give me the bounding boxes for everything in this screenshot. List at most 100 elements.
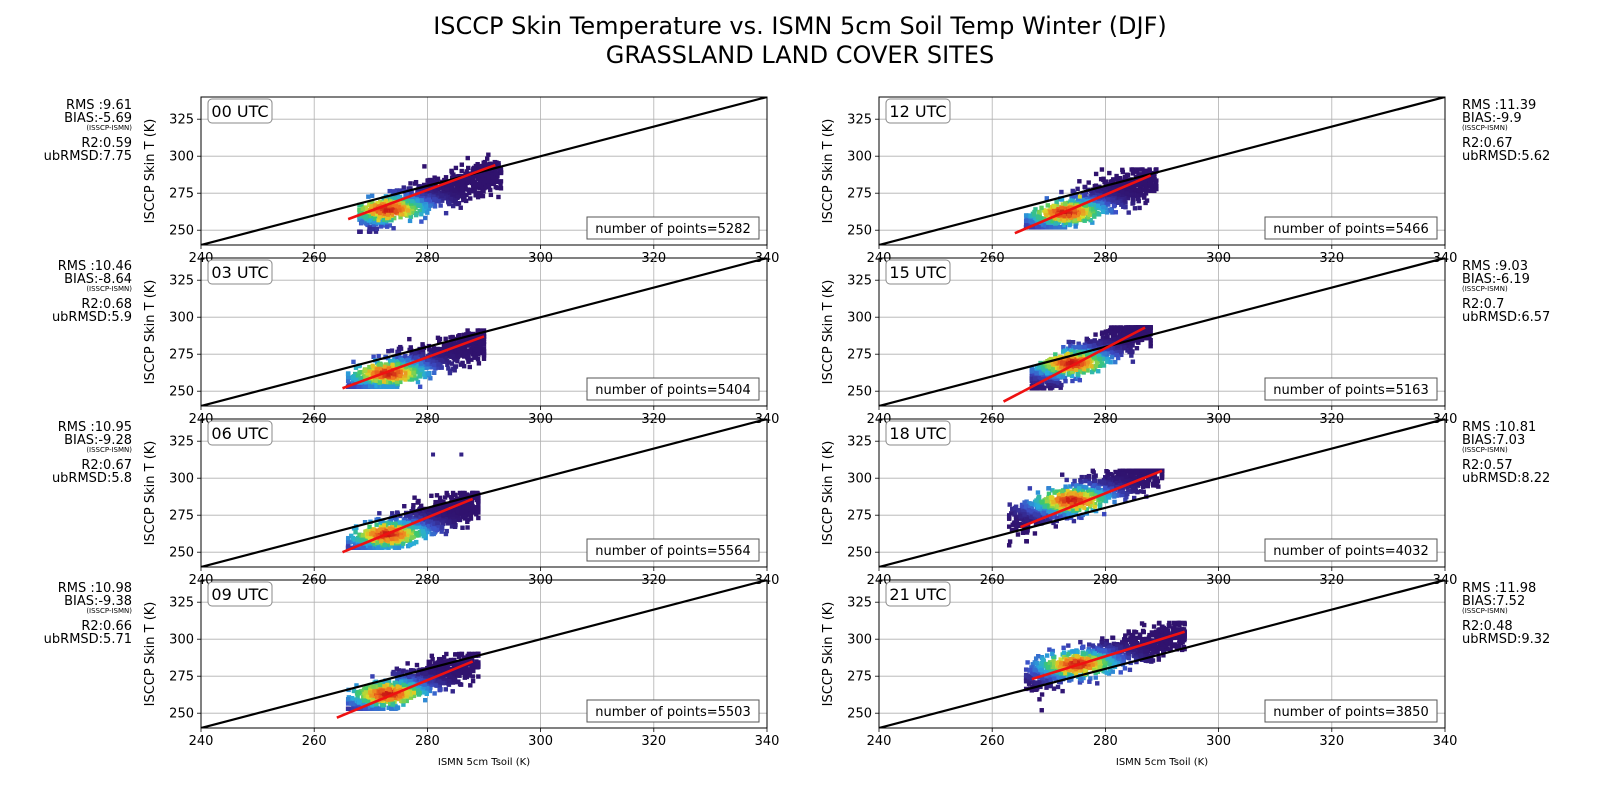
- density-cell: [450, 334, 455, 340]
- density-cell: [1150, 183, 1155, 188]
- density-cell: [1151, 174, 1156, 179]
- density-cell: [444, 528, 449, 534]
- density-cell: [419, 212, 424, 217]
- x-tick-label: 260: [302, 734, 327, 749]
- density-cell: [443, 355, 448, 361]
- density-cell: [470, 674, 476, 679]
- density-cell: [444, 187, 450, 192]
- y-tick-label: 300: [169, 150, 194, 165]
- density-cell: [1027, 219, 1033, 224]
- density-cell: [455, 182, 460, 188]
- density-cell: [1100, 201, 1105, 207]
- axes-frame: [200, 418, 768, 568]
- density-cell: [424, 204, 429, 209]
- density-core-cell: [381, 373, 386, 378]
- density-cell: [345, 706, 351, 711]
- density-cell: [377, 380, 383, 385]
- density-cell: [441, 344, 447, 350]
- density-cell: [476, 662, 481, 668]
- density-cell: [447, 515, 453, 520]
- density-cell: [460, 180, 466, 185]
- density-cell: [423, 374, 428, 380]
- density-cell: [417, 529, 423, 535]
- density-cell: [1039, 224, 1044, 230]
- density-cell: [463, 508, 469, 514]
- density-cell: [363, 685, 369, 691]
- density-cell: [473, 495, 478, 500]
- density-cell: [449, 496, 455, 502]
- density-core-cell: [378, 694, 383, 699]
- density-cell: [411, 693, 417, 699]
- density-cell: [446, 200, 451, 205]
- density-cell: [401, 698, 406, 704]
- density-cell: [471, 166, 477, 172]
- density-cell: [357, 217, 362, 222]
- density-cell: [1141, 169, 1147, 174]
- one-to-one-line: [201, 419, 767, 567]
- density-cell: [408, 542, 413, 547]
- density-cell: [442, 186, 447, 191]
- density-cell: [369, 384, 375, 389]
- panel-label-box: [207, 259, 273, 285]
- density-cell: [412, 495, 417, 500]
- density-cell: [398, 344, 403, 350]
- stats-bias: BIAS:-8.64: [64, 272, 132, 287]
- density-cell: [377, 378, 382, 383]
- density-cell: [427, 660, 433, 666]
- density-cell: [1080, 205, 1086, 210]
- density-cell: [1100, 209, 1106, 215]
- density-cell: [422, 187, 427, 192]
- density-cell: [427, 347, 432, 352]
- density-cell: [1050, 219, 1055, 224]
- density-cell: [1036, 225, 1041, 230]
- density-cell: [374, 378, 379, 383]
- density-cell: [388, 358, 394, 364]
- density-cell: [419, 186, 424, 192]
- density-cell: [1126, 210, 1131, 215]
- density-cell: [366, 380, 371, 385]
- stats-ubrmsd: ubRMSD:7.75: [44, 149, 132, 164]
- density-core-cell: [387, 203, 392, 208]
- density-cell: [365, 694, 371, 699]
- density-cell: [403, 528, 408, 533]
- regression-fit-line: [342, 335, 485, 390]
- density-cell: [386, 380, 391, 386]
- density-cell: [1111, 187, 1116, 192]
- density-cell: [371, 226, 376, 232]
- density-cell: [367, 364, 372, 370]
- density-cell: [437, 365, 442, 370]
- density-cell: [461, 354, 467, 359]
- density-cell: [1104, 210, 1110, 215]
- density-cell: [370, 703, 375, 708]
- stats-bias-note: (ISSCP-ISMN): [86, 607, 132, 615]
- density-cell: [1069, 218, 1075, 224]
- density-cell: [451, 500, 456, 505]
- density-cell: [458, 494, 464, 500]
- density-cell: [379, 545, 385, 550]
- density-cell: [424, 365, 430, 370]
- density-core-cell: [403, 371, 408, 376]
- stats-r2: R2:0.66: [81, 619, 132, 634]
- density-cell: [450, 203, 456, 209]
- density-cell: [374, 701, 379, 706]
- density-core-cell: [390, 206, 395, 211]
- density-cell: [405, 690, 410, 695]
- density-cell: [356, 690, 362, 696]
- density-cell: [437, 679, 442, 684]
- y-tick-label: 275: [169, 509, 194, 524]
- density-cell: [407, 512, 412, 518]
- density-cell: [421, 362, 427, 367]
- density-core-cell: [389, 697, 394, 702]
- density-cell: [452, 342, 457, 347]
- density-cell: [414, 512, 419, 518]
- density-cell: [1110, 197, 1116, 203]
- density-cell: [391, 521, 397, 527]
- density-cell: [425, 371, 430, 376]
- density-cell: [391, 189, 396, 194]
- x-tick-label: 320: [641, 734, 666, 749]
- density-cell: [393, 695, 398, 701]
- density-cell: [440, 520, 445, 525]
- density-cell: [347, 545, 352, 550]
- density-cell: [439, 525, 445, 530]
- density-cell: [353, 365, 359, 370]
